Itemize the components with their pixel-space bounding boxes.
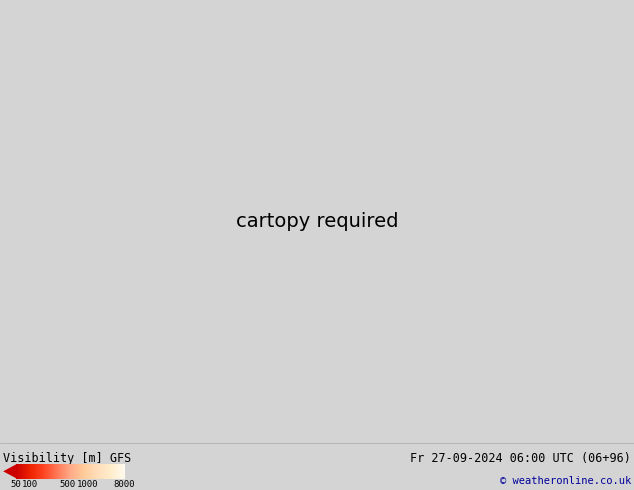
Text: 500: 500 <box>60 481 75 490</box>
Text: 8000: 8000 <box>113 481 135 490</box>
Text: 50: 50 <box>10 481 21 490</box>
Text: Visibility [m] GFS: Visibility [m] GFS <box>3 452 131 465</box>
Text: cartopy required: cartopy required <box>236 212 398 231</box>
Text: Fr 27-09-2024 06:00 UTC (06+96): Fr 27-09-2024 06:00 UTC (06+96) <box>410 452 631 465</box>
Text: 100: 100 <box>22 481 39 490</box>
Text: © weatheronline.co.uk: © weatheronline.co.uk <box>500 476 631 486</box>
Text: 1000: 1000 <box>77 481 98 490</box>
